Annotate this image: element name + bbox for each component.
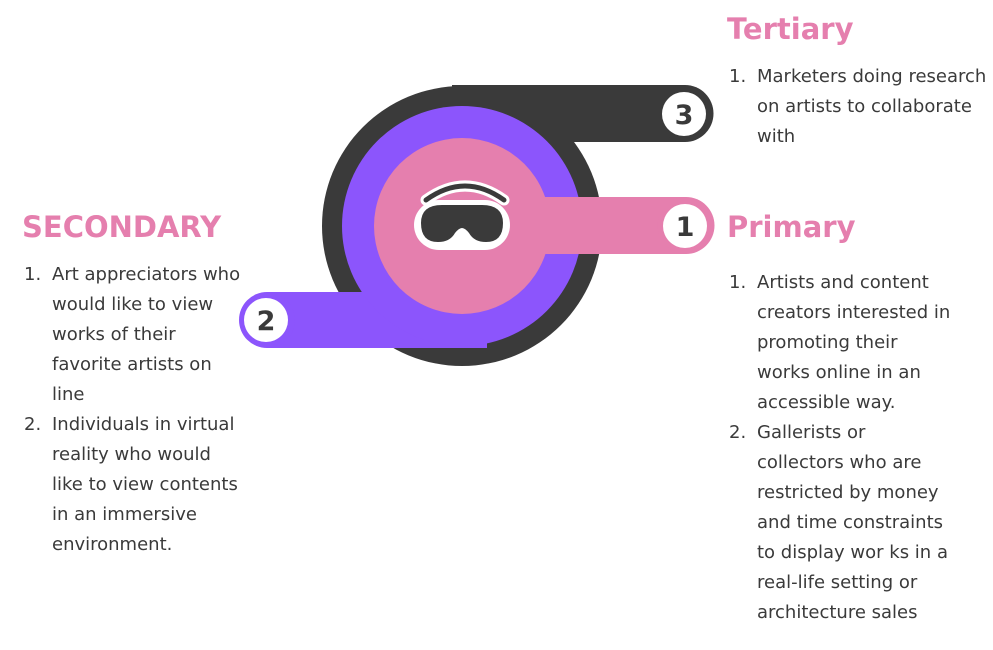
list-item: 1. Art appreciators who would like to vie… — [24, 260, 244, 410]
list-item: 1. Marketers doing research on artists to… — [729, 62, 991, 152]
tertiary-list: 1. Marketers doing research on artists to… — [729, 62, 991, 152]
secondary-heading: SECONDARY — [22, 210, 222, 244]
list-item-text: Art appreciators who would like to view … — [52, 264, 241, 405]
list-number: 2. — [24, 414, 42, 435]
list-item: 1. Artists and content creators intereste… — [729, 268, 951, 418]
list-item: 2. Gallerists or collectors who are restr… — [729, 418, 951, 628]
tier-1-number: 1 — [676, 212, 695, 243]
list-number: 1. — [729, 66, 747, 87]
tier-2-badge: 2 — [244, 298, 288, 342]
primary-heading: Primary — [727, 210, 856, 244]
list-item-text: Marketers doing research on artists to c… — [757, 66, 987, 147]
list-item-text: Individuals in virtual reality who would… — [52, 414, 238, 555]
tier-3-badge: 3 — [662, 92, 706, 136]
vr-headset-icon — [414, 180, 510, 250]
list-number: 1. — [24, 264, 42, 285]
list-item-text: Artists and content creators interested … — [757, 272, 951, 413]
list-number: 2. — [729, 422, 747, 443]
tier-2-number: 2 — [257, 306, 276, 337]
list-item-text: Gallerists or collectors who are restric… — [757, 422, 948, 623]
tertiary-heading: Tertiary — [727, 12, 854, 46]
list-number: 1. — [729, 272, 747, 293]
list-item: 2. Individuals in virtual reality who wou… — [24, 410, 244, 560]
secondary-list: 1. Art appreciators who would like to vie… — [24, 260, 244, 560]
tier-1-badge: 1 — [663, 204, 707, 248]
primary-list: 1. Artists and content creators intereste… — [729, 268, 951, 628]
tier-3-number: 3 — [675, 100, 694, 131]
